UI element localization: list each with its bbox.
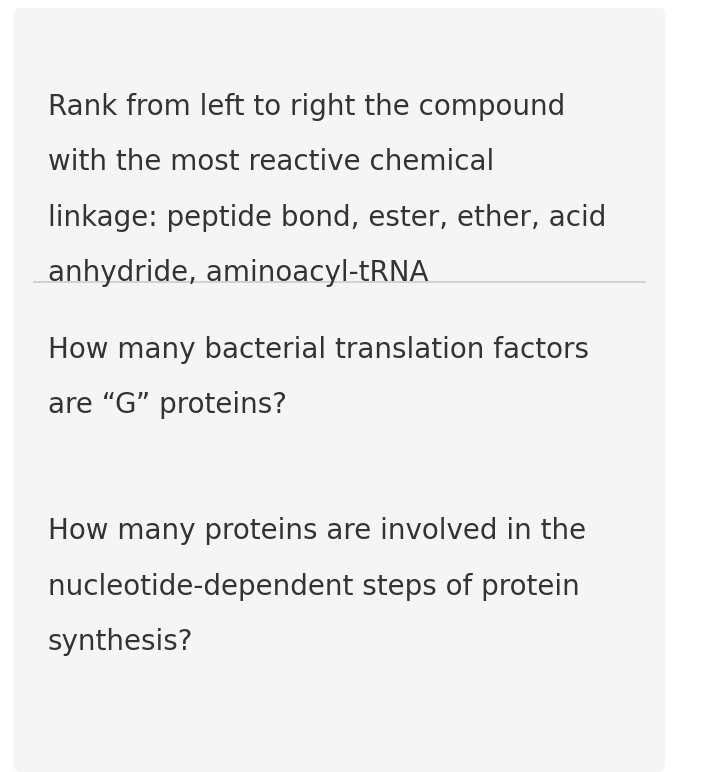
Text: How many bacterial translation factors: How many bacterial translation factors — [47, 336, 589, 364]
Text: with the most reactive chemical: with the most reactive chemical — [47, 148, 494, 176]
Text: are “G” proteins?: are “G” proteins? — [47, 391, 286, 419]
Text: linkage: peptide bond, ester, ether, acid: linkage: peptide bond, ester, ether, aci… — [47, 204, 606, 232]
Text: nucleotide-dependent steps of protein: nucleotide-dependent steps of protein — [47, 573, 580, 601]
Text: Rank from left to right the compound: Rank from left to right the compound — [47, 93, 564, 120]
Text: How many proteins are involved in the: How many proteins are involved in the — [47, 517, 586, 545]
Text: anhydride, aminoacyl-tRNA: anhydride, aminoacyl-tRNA — [47, 259, 428, 287]
FancyBboxPatch shape — [14, 8, 665, 772]
Text: synthesis?: synthesis? — [47, 628, 193, 656]
